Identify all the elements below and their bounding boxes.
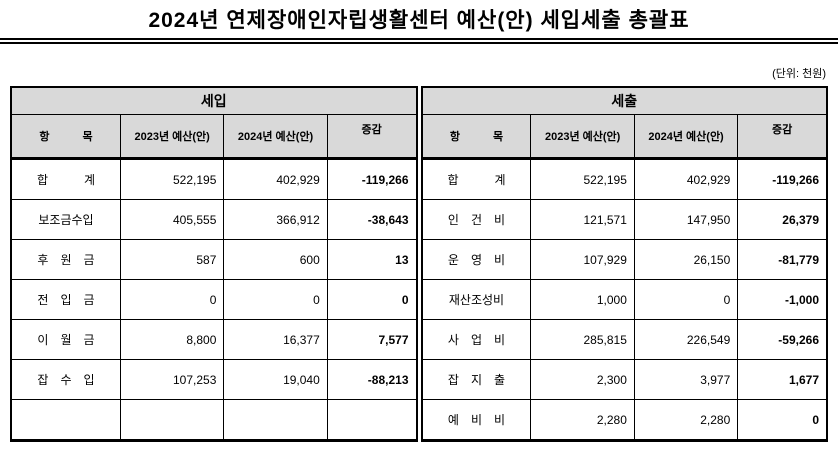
cell-change: 26,379 — [737, 199, 828, 240]
cell-item: 인 건 비 — [420, 199, 532, 240]
cell-2023: 8,800 — [119, 319, 225, 360]
cell-2024: 402,929 — [223, 158, 328, 200]
cell-2023: 2,300 — [530, 359, 635, 400]
table-row: 잡 지 출 2,300 3,977 1,677 — [420, 359, 828, 400]
cell-2023: 1,000 — [530, 279, 635, 320]
table-row: 합 계 522,195 402,929 -119,266 — [10, 158, 418, 200]
cell-2024: 16,377 — [223, 319, 328, 360]
cell-2023 — [119, 399, 225, 441]
cell-item: 예 비 비 — [420, 399, 532, 441]
table-row: 재산조성비 1,000 0 -1,000 — [420, 279, 828, 320]
revenue-column-header-2024: 2024년 예산(안) — [223, 114, 328, 160]
table-row: 운 영 비 107,929 26,150 -81,779 — [420, 239, 828, 280]
cell-2023: 285,815 — [530, 319, 635, 360]
cell-item: 잡 수 입 — [10, 359, 121, 400]
cell-item: 이 월 금 — [10, 319, 121, 360]
cell-item: 잡 지 출 — [420, 359, 532, 400]
cell-change: 13 — [326, 239, 418, 280]
cell-2023: 107,929 — [530, 239, 635, 280]
cell-change: -38,643 — [326, 199, 418, 240]
cell-change: -81,779 — [737, 239, 828, 280]
cell-2024: 0 — [223, 279, 328, 320]
expenditure-column-header-change: 증감 — [737, 114, 828, 160]
expenditure-column-header-item: 항 목 — [420, 114, 532, 160]
cell-change — [326, 399, 418, 441]
cell-change: 1,677 — [737, 359, 828, 400]
revenue-section-row: 세입 — [10, 86, 417, 115]
cell-item: 재산조성비 — [420, 279, 532, 320]
cell-change: -119,266 — [737, 158, 828, 200]
table-row — [10, 399, 418, 441]
table-row: 합 계 522,195 402,929 -119,266 — [420, 158, 828, 200]
cell-item — [10, 399, 121, 441]
table-row: 예 비 비 2,280 2,280 0 — [420, 399, 828, 441]
revenue-table: 세입 항 목 2023년 예산(안) 2024년 예산(안) 증감 합 계 52… — [10, 86, 418, 442]
cell-2024: 19,040 — [223, 359, 328, 400]
cell-change: 0 — [737, 399, 828, 441]
cell-item: 전 입 금 — [10, 279, 121, 320]
expenditure-section-header: 세출 — [421, 86, 828, 115]
table-row: 보조금수입 405,555 366,912 -38,643 — [10, 199, 418, 240]
cell-change: 0 — [326, 279, 418, 320]
cell-change: 7,577 — [326, 319, 418, 360]
table-row: 전 입 금 0 0 0 — [10, 279, 418, 320]
revenue-section-header: 세입 — [10, 86, 417, 115]
cell-change: -1,000 — [737, 279, 828, 320]
cell-2024: 226,549 — [633, 319, 739, 360]
cell-2023: 405,555 — [119, 199, 225, 240]
cell-2024: 2,280 — [633, 399, 739, 441]
cell-change: -119,266 — [326, 158, 418, 200]
cell-item: 합 계 — [420, 158, 532, 200]
revenue-column-header-item: 항 목 — [10, 114, 121, 160]
revenue-column-header-row: 항 목 2023년 예산(안) 2024년 예산(안) 증감 — [10, 114, 418, 160]
cell-item: 사 업 비 — [420, 319, 532, 360]
expenditure-column-header-row: 항 목 2023년 예산(안) 2024년 예산(안) 증감 — [420, 114, 828, 160]
cell-2024: 147,950 — [633, 199, 739, 240]
expenditure-column-header-2023: 2023년 예산(안) — [530, 114, 635, 160]
expenditure-column-header-2024: 2024년 예산(안) — [633, 114, 739, 160]
cell-2023: 2,280 — [530, 399, 635, 441]
cell-2024: 26,150 — [633, 239, 739, 280]
cell-change: -88,213 — [326, 359, 418, 400]
document-title: 2024년 연제장애인자립생활센터 예산(안) 세입세출 총괄표 — [148, 9, 690, 32]
cell-2023: 522,195 — [530, 158, 635, 200]
cell-2024: 3,977 — [633, 359, 739, 400]
expenditure-section-row: 세출 — [421, 86, 828, 115]
table-row: 인 건 비 121,571 147,950 26,379 — [420, 199, 828, 240]
table-row: 이 월 금 8,800 16,377 7,577 — [10, 319, 418, 360]
cell-2023: 0 — [119, 279, 225, 320]
revenue-column-header-change: 증감 — [326, 114, 418, 160]
revenue-column-header-2023: 2023년 예산(안) — [119, 114, 225, 160]
table-row: 사 업 비 285,815 226,549 -59,266 — [420, 319, 828, 360]
cell-2024: 366,912 — [223, 199, 328, 240]
cell-2024: 600 — [223, 239, 328, 280]
unit-note: (단위: 천원) — [772, 68, 826, 80]
cell-2023: 121,571 — [530, 199, 635, 240]
tables-container: 세입 항 목 2023년 예산(안) 2024년 예산(안) 증감 합 계 52… — [10, 86, 828, 442]
cell-2024: 402,929 — [633, 158, 739, 200]
cell-item: 운 영 비 — [420, 239, 532, 280]
title-divider — [0, 38, 838, 44]
cell-item: 보조금수입 — [10, 199, 121, 240]
cell-2023: 587 — [119, 239, 225, 280]
cell-change: -59,266 — [737, 319, 828, 360]
cell-2024: 0 — [633, 279, 739, 320]
table-row: 잡 수 입 107,253 19,040 -88,213 — [10, 359, 418, 400]
cell-2024 — [223, 399, 328, 441]
table-row: 후 원 금 587 600 13 — [10, 239, 418, 280]
cell-2023: 522,195 — [119, 158, 225, 200]
expenditure-table: 세출 항 목 2023년 예산(안) 2024년 예산(안) 증감 합 계 52… — [420, 86, 828, 442]
cell-2023: 107,253 — [119, 359, 225, 400]
cell-item: 합 계 — [10, 158, 121, 200]
cell-item: 후 원 금 — [10, 239, 121, 280]
